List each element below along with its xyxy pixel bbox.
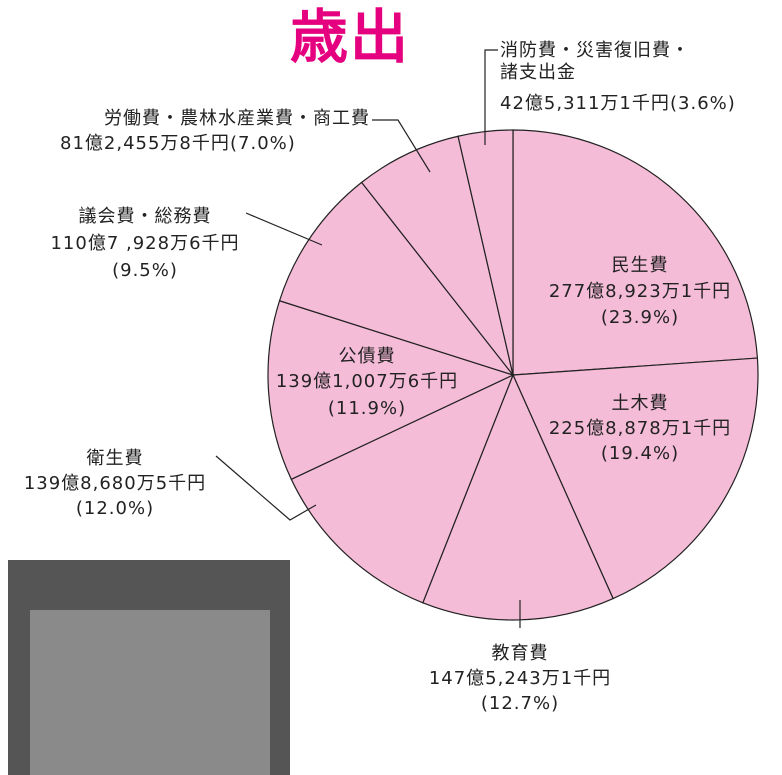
data-label: (7.0%) <box>230 133 296 155</box>
amount-label: 139億8,680万5千円 <box>24 473 206 495</box>
category-label: 議会費・総務費 <box>79 206 212 228</box>
leader-line <box>246 213 322 245</box>
category-label: 公債費 <box>339 346 396 368</box>
amount-label: 139億1,007万6千円 <box>276 371 458 393</box>
photo-people <box>30 610 270 775</box>
category-label: 教育費 <box>492 643 549 665</box>
category-label: 消防費・災害復旧費・諸支出金 <box>500 40 700 84</box>
amount-label: 81億2,455万8千円 <box>60 133 230 155</box>
data-label: (12.7%) <box>481 693 559 715</box>
data-label: (3.6%) <box>670 93 736 115</box>
data-label: (11.9%) <box>328 398 406 420</box>
category-label: 労働費・農林水産業費・商工費 <box>104 108 370 130</box>
data-label: (23.9%) <box>601 307 679 329</box>
category-label: 衛生費 <box>87 448 144 470</box>
data-label: (9.5%) <box>112 260 178 282</box>
page: 歳出 民生費 277億8,923万1千円 (23.9%) 土木費 225億8,878万1… <box>0 0 782 775</box>
category-label: 民生費 <box>612 255 669 277</box>
chart-title: 歳出 <box>290 2 410 72</box>
amount-label: 225億8,878万1千円 <box>549 418 731 440</box>
amount-label: 42億5,311万1千円 <box>500 93 670 115</box>
pie-slice <box>513 130 757 375</box>
data-label: (12.0%) <box>76 498 154 520</box>
category-label: 土木費 <box>612 393 669 415</box>
amount-label: 277億8,923万1千円 <box>549 281 731 303</box>
amount-label: 147億5,243万1千円 <box>429 668 611 690</box>
data-label: (19.4%) <box>601 443 679 465</box>
amount-label: 110億7 ,928万6千円 <box>50 233 239 255</box>
